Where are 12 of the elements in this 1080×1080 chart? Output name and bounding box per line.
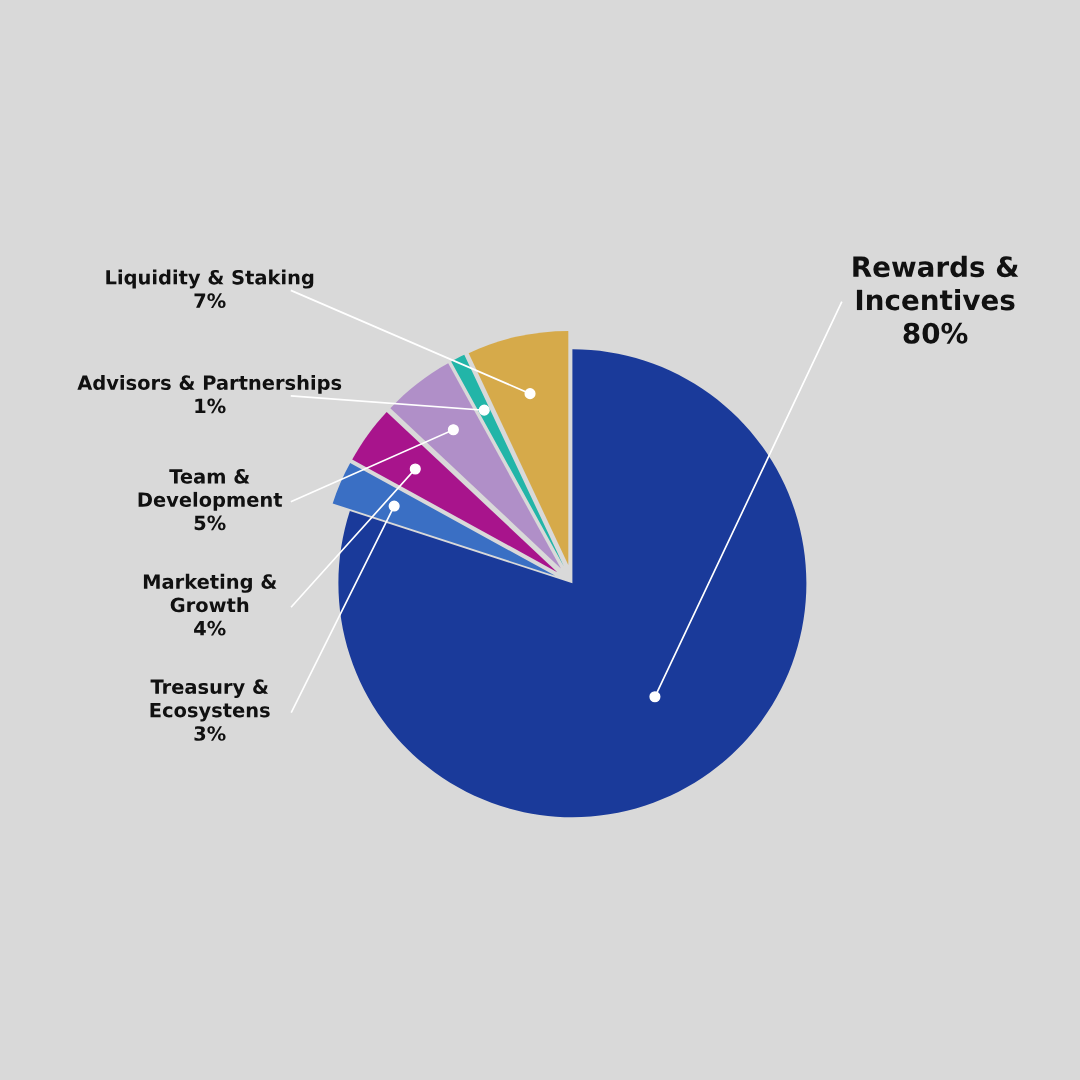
- slice-label: Liquidity & Staking: [106, 269, 314, 289]
- data-label: 1%: [195, 398, 226, 414]
- data-label: 3%: [194, 726, 226, 741]
- data-label: 7%: [194, 293, 226, 309]
- data-label: 4%: [194, 620, 226, 636]
- data-label: 5%: [194, 515, 226, 531]
- slice-label: Rewards & Incentives: [853, 255, 1019, 311]
- slice-label: Treasury & Ecosystens: [150, 679, 270, 722]
- slice-label: Advisors & Partnerships: [77, 374, 342, 394]
- slice-label: Marketing & Growth: [143, 573, 277, 613]
- slice-label: Team & Development: [138, 468, 283, 511]
- data-label: 80%: [903, 322, 968, 344]
